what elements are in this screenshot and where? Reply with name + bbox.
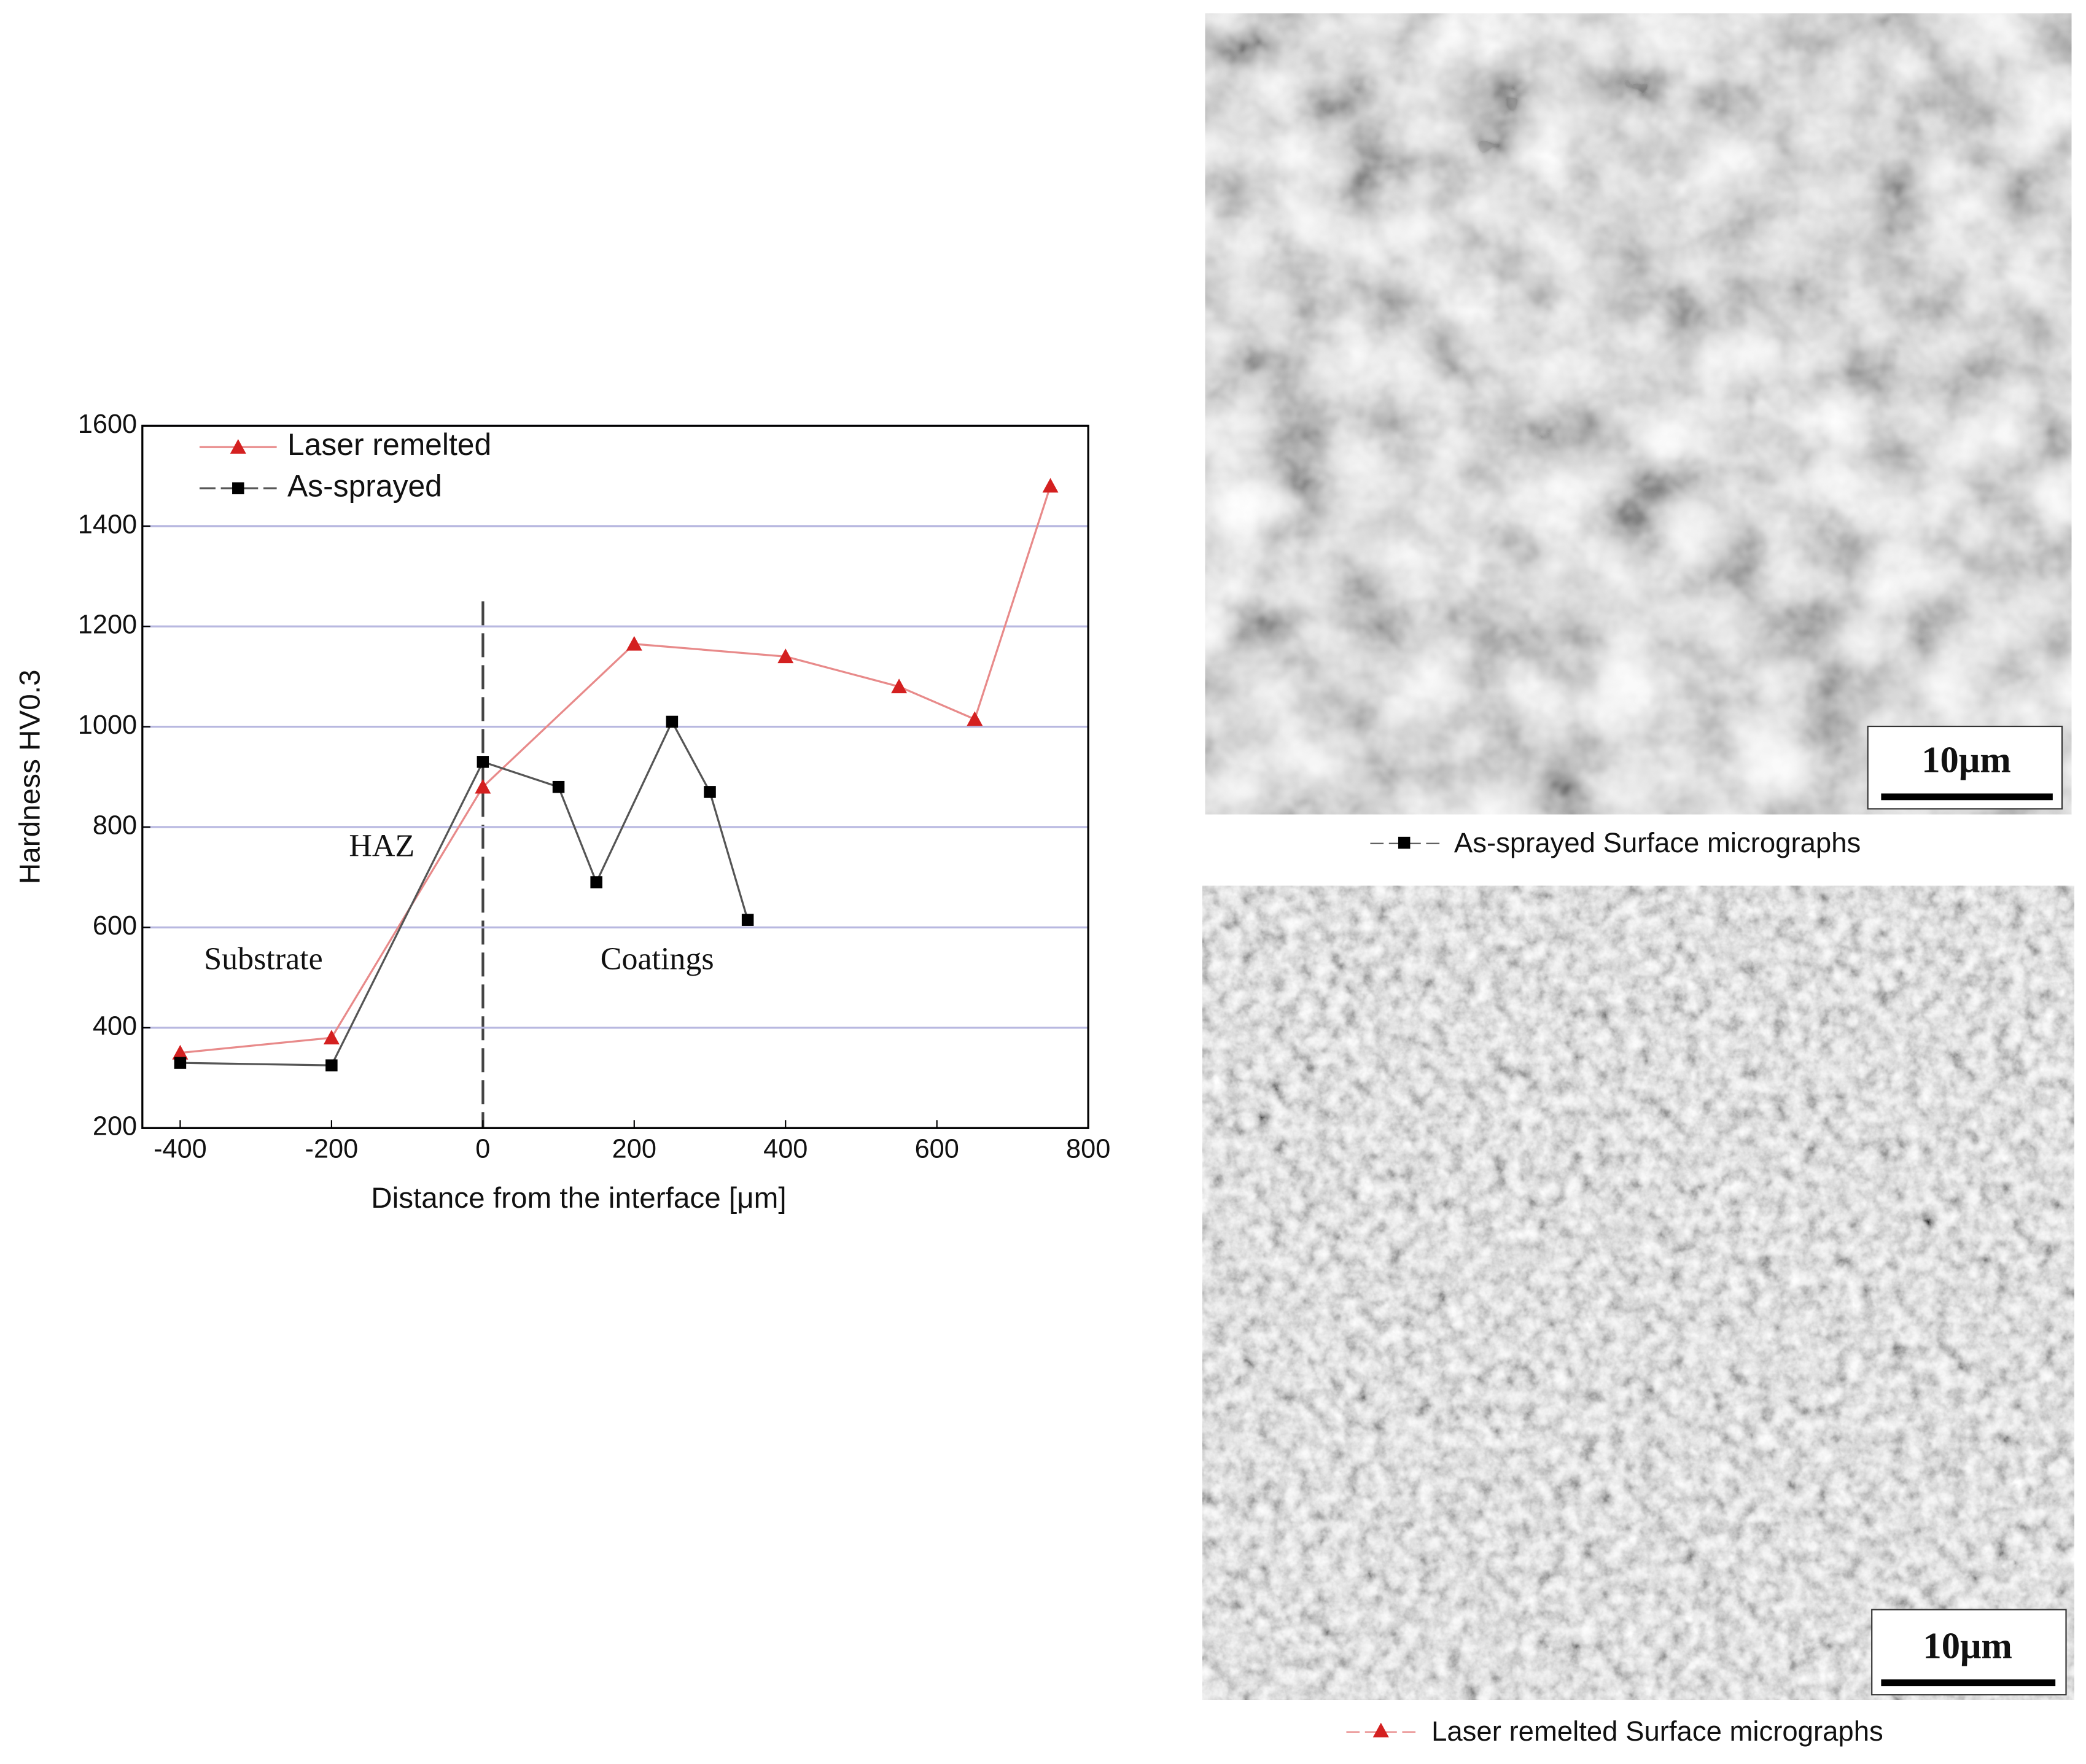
y-tick-label: 1400 [78, 510, 137, 539]
x-tick-label: 0 [475, 1135, 490, 1164]
annotation: HAZ [349, 828, 414, 863]
caption: Laser remelted Surface micrographs [1431, 1715, 1883, 1747]
marker [891, 678, 908, 694]
marker [626, 635, 642, 651]
y-tick-label: 1600 [78, 410, 137, 439]
marker [477, 756, 489, 768]
series-line [180, 485, 1052, 1054]
marker [172, 1044, 189, 1060]
marker [666, 715, 679, 728]
marker [741, 914, 754, 926]
marker [590, 876, 602, 888]
micrograph-top: 10μm As-sprayed Surface micrographs [1205, 13, 2072, 858]
y-axis-label: Hardness HV0.3 [14, 670, 47, 885]
annotation: Coatings [601, 941, 714, 976]
micrograph-bottom: 10μm Laser remelted Surface micrographs [1202, 885, 2074, 1747]
marker [323, 1030, 340, 1045]
scale-bar-label: 10μm [1921, 740, 2011, 781]
caption-symbol [1372, 1722, 1389, 1738]
legend-label: As-sprayed [287, 468, 442, 503]
x-tick-label: 200 [612, 1135, 656, 1164]
marker [704, 786, 716, 798]
annotation: Substrate [204, 941, 322, 976]
micrograph-image [1202, 885, 2074, 1700]
caption: As-sprayed Surface micrographs [1454, 827, 1861, 858]
y-tick-label: 200 [93, 1112, 137, 1141]
caption-symbol [1398, 836, 1411, 849]
marker [325, 1059, 338, 1071]
x-tick-label: 400 [763, 1135, 808, 1164]
scale-bar-label: 10μm [1923, 1625, 2012, 1666]
x-axis-label: Distance from the interface [μm] [371, 1182, 786, 1214]
marker [1042, 478, 1059, 493]
y-tick-label: 800 [93, 810, 137, 840]
series-line [180, 719, 749, 1067]
marker [475, 779, 491, 794]
legend-marker [232, 482, 244, 494]
marker [777, 648, 794, 664]
x-tick-label: -200 [305, 1135, 359, 1164]
legend-label: Laser remelted [287, 427, 491, 462]
marker [552, 780, 565, 793]
marker [174, 1057, 187, 1069]
chart: Distance from the interface [μm] Hardnes… [14, 410, 1111, 1214]
x-tick-label: 600 [915, 1135, 959, 1164]
marker [967, 711, 983, 726]
y-tick-label: 600 [93, 911, 137, 941]
y-tick-label: 1000 [78, 710, 137, 740]
y-tick-label: 400 [93, 1011, 137, 1041]
y-tick-label: 1200 [78, 610, 137, 640]
micrograph-image [1205, 13, 2072, 815]
x-tick-label: 800 [1066, 1135, 1110, 1164]
legend-marker [230, 439, 246, 454]
plot-frame [141, 424, 1089, 1129]
x-tick-label: -400 [154, 1135, 207, 1164]
